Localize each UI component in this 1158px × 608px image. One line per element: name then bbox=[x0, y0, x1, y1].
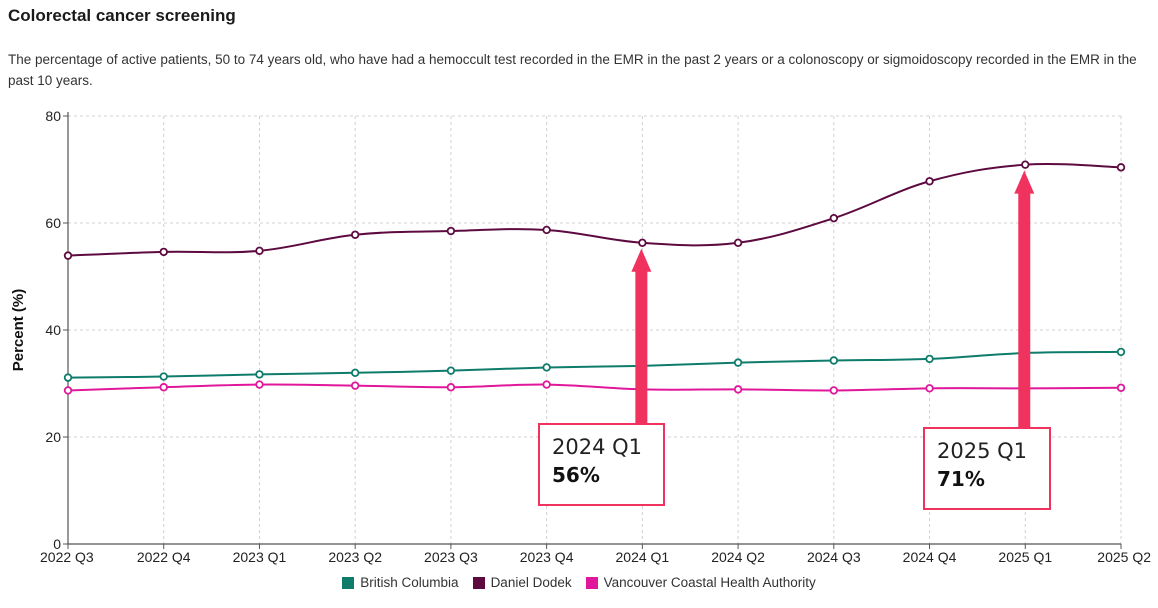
data-point bbox=[159, 247, 168, 257]
data-point bbox=[350, 368, 360, 377]
legend: British Columbia Daniel Dodek Vancouver Co… bbox=[0, 575, 1158, 590]
y-tick-label: 60 bbox=[45, 215, 61, 231]
data-point bbox=[63, 251, 73, 260]
arrow-shaft bbox=[1018, 192, 1031, 429]
legend-swatch-icon bbox=[585, 576, 598, 589]
arrow-shaft bbox=[635, 270, 648, 425]
data-point bbox=[255, 246, 264, 256]
x-tick-label: 2022 Q3 bbox=[40, 549, 94, 565]
data-point bbox=[1116, 163, 1126, 172]
arrow-head-icon bbox=[1014, 170, 1035, 194]
x-tick-label: 2024 Q1 bbox=[616, 549, 670, 565]
x-tick-label: 2025 Q2 bbox=[1097, 549, 1151, 565]
legend-swatch-icon bbox=[342, 576, 355, 589]
data-point bbox=[733, 358, 743, 367]
x-tick-label: 2023 Q4 bbox=[520, 549, 574, 565]
series-line bbox=[67, 350, 1122, 379]
arrow-head-icon bbox=[631, 248, 652, 272]
data-point bbox=[925, 384, 934, 393]
data-point bbox=[542, 363, 551, 372]
legend-label: Daniel Dodek bbox=[490, 575, 572, 590]
data-point bbox=[925, 354, 934, 364]
legend-swatch-icon bbox=[472, 576, 485, 589]
y-axis-label: Percent (%) bbox=[10, 289, 27, 372]
data-point bbox=[446, 383, 456, 392]
data-point bbox=[159, 383, 168, 392]
chart-title: Colorectal cancer screening bbox=[8, 6, 236, 25]
legend-label: Vancouver Coastal Health Authority bbox=[603, 575, 816, 590]
callout-period: 2024 Q1 bbox=[552, 435, 643, 459]
data-point bbox=[542, 380, 551, 389]
y-tick-label: 80 bbox=[45, 108, 61, 124]
annotation-arrows bbox=[631, 170, 1035, 429]
legend-label: British Columbia bbox=[360, 575, 459, 590]
callout-value: 71% bbox=[937, 467, 985, 491]
data-point bbox=[638, 238, 647, 247]
data-point bbox=[1021, 160, 1030, 169]
x-tick-label: 2025 Q1 bbox=[998, 549, 1052, 565]
legend-item[interactable]: Vancouver Coastal Health Authority bbox=[585, 575, 816, 590]
callout-period: 2025 Q1 bbox=[937, 439, 1028, 463]
data-point bbox=[925, 177, 934, 186]
data-point bbox=[255, 370, 264, 379]
data-point bbox=[63, 386, 73, 395]
annotation-callout: 2024 Q1 56% bbox=[538, 423, 665, 506]
data-point bbox=[829, 386, 839, 395]
x-tick-label: 2024 Q4 bbox=[903, 549, 957, 565]
data-point bbox=[733, 238, 743, 247]
data-point bbox=[255, 380, 264, 389]
series-line bbox=[67, 383, 1122, 392]
chart-description: The percentage of active patients, 50 to… bbox=[8, 52, 1137, 88]
data-point bbox=[733, 385, 743, 394]
callout-value: 56% bbox=[552, 463, 600, 487]
data-point bbox=[446, 366, 456, 375]
x-tick-label: 2024 Q3 bbox=[807, 549, 861, 565]
data-point bbox=[829, 213, 839, 223]
data-point bbox=[542, 225, 551, 235]
data-point bbox=[63, 373, 73, 382]
y-tick-label: 40 bbox=[45, 322, 61, 338]
x-tick-label: 2022 Q4 bbox=[137, 549, 191, 565]
series-daniel-dodek bbox=[63, 160, 1126, 260]
data-point bbox=[1116, 383, 1126, 392]
x-tick-label: 2023 Q3 bbox=[424, 549, 478, 565]
data-point bbox=[350, 230, 360, 239]
x-tick-label: 2023 Q2 bbox=[328, 549, 382, 565]
axes: 0 20 40 60 80 2022 Q3 2022 Q4 2023 Q1 2023 Q2 202… bbox=[40, 108, 1151, 565]
data-point bbox=[446, 226, 456, 236]
series-line bbox=[67, 162, 1122, 257]
data-point bbox=[829, 356, 839, 365]
data-point bbox=[350, 381, 360, 390]
series-lines bbox=[63, 160, 1126, 395]
data-point bbox=[159, 372, 168, 381]
x-tick-label: 2024 Q2 bbox=[711, 549, 765, 565]
legend-item[interactable]: British Columbia bbox=[342, 575, 459, 590]
y-tick-label: 20 bbox=[45, 429, 61, 445]
legend-item[interactable]: Daniel Dodek bbox=[472, 575, 572, 590]
series-british-columbia bbox=[63, 347, 1126, 382]
x-tick-label: 2023 Q1 bbox=[233, 549, 287, 565]
data-point bbox=[1116, 347, 1126, 357]
series-vancouver-coastal-health-authority bbox=[63, 380, 1126, 395]
annotation-callout: 2025 Q1 71% bbox=[923, 427, 1051, 510]
y-tick-label: 0 bbox=[53, 536, 61, 552]
